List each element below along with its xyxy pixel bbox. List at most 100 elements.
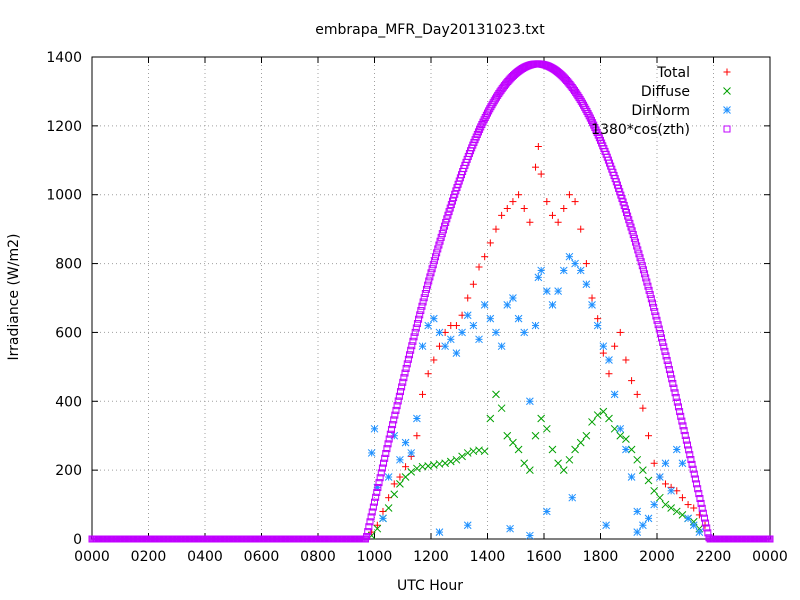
data-point <box>605 370 613 378</box>
data-point <box>537 266 546 275</box>
data-point <box>441 459 449 468</box>
data-point <box>497 404 506 413</box>
curve-point <box>407 346 415 354</box>
data-point <box>678 459 687 468</box>
data-point <box>571 259 579 268</box>
curve-point <box>371 498 378 506</box>
data-point <box>582 260 590 268</box>
data-point <box>396 455 404 464</box>
curve-point <box>653 316 661 324</box>
curve-point <box>412 324 420 332</box>
curve-point <box>702 519 710 527</box>
data-point <box>554 459 562 468</box>
data-point <box>413 414 421 423</box>
curve-point <box>425 277 433 285</box>
curve-point <box>415 315 423 323</box>
data-point <box>610 390 619 399</box>
data-point <box>373 521 381 529</box>
data-point <box>667 504 675 512</box>
data-point <box>463 311 472 320</box>
x-tick-label: 2200 <box>696 549 732 565</box>
curve-point <box>647 295 655 303</box>
curve-point <box>680 427 688 435</box>
data-point <box>548 211 556 219</box>
data-point <box>373 524 382 533</box>
curve-point <box>674 403 682 411</box>
data-point <box>565 191 573 199</box>
curve-point <box>438 230 446 238</box>
x-tick-label: 0200 <box>131 549 167 565</box>
data-point <box>514 445 523 454</box>
curve-point <box>401 369 409 377</box>
curve-point <box>419 298 427 306</box>
curve-point <box>381 454 389 462</box>
data-point <box>599 342 608 351</box>
data-point <box>622 356 630 364</box>
curve-point <box>386 430 394 438</box>
data-point <box>506 524 514 533</box>
curve-point <box>585 112 593 120</box>
data-point <box>593 321 602 330</box>
data-point <box>633 390 641 398</box>
data-point <box>684 501 692 509</box>
curve-point <box>698 504 706 512</box>
curve-point <box>622 209 630 217</box>
curve-point <box>446 204 454 212</box>
data-point <box>610 424 619 433</box>
y-tick-label: 0 <box>73 532 82 548</box>
curve-point <box>682 436 690 444</box>
curve-point <box>422 285 430 293</box>
curve-point <box>639 266 647 274</box>
curve-point <box>627 223 635 231</box>
data-point <box>560 204 568 212</box>
curve-point <box>662 352 670 360</box>
data-point <box>452 322 460 330</box>
curve-point <box>687 456 695 464</box>
curve-point <box>694 485 702 493</box>
data-point <box>622 435 630 444</box>
data-point <box>576 438 585 447</box>
curve-point <box>476 125 484 133</box>
curve-point <box>378 464 386 472</box>
data-point <box>639 521 647 530</box>
curve-point <box>396 388 404 396</box>
data-point <box>407 449 416 457</box>
curve-point <box>411 328 419 336</box>
data-point <box>568 493 577 502</box>
data-point <box>514 314 523 323</box>
curve-point <box>655 325 663 333</box>
data-point <box>627 473 636 481</box>
curve-point <box>442 218 450 226</box>
curve-point <box>421 290 429 298</box>
data-point <box>531 321 540 330</box>
data-point <box>441 342 449 351</box>
data-marks <box>88 60 774 543</box>
data-point <box>486 414 495 423</box>
curve-point <box>393 402 401 410</box>
curve-point <box>408 342 416 350</box>
data-point <box>602 521 611 530</box>
x-axis-label: UTC Hour <box>397 578 463 594</box>
data-point <box>402 463 410 471</box>
curve-point <box>437 233 445 241</box>
curve-point <box>700 514 708 522</box>
data-point <box>655 493 664 502</box>
data-point <box>633 528 642 536</box>
curve-point <box>376 474 384 482</box>
data-point <box>520 459 529 468</box>
curve-point <box>389 421 397 429</box>
curve-point <box>660 343 668 351</box>
curve-point <box>416 311 424 319</box>
curve-point <box>645 286 653 294</box>
curve-point <box>678 417 686 425</box>
curve-point <box>367 513 375 521</box>
data-point <box>576 266 585 275</box>
legend-marker <box>723 125 731 133</box>
curve-point <box>665 366 673 374</box>
curve-point <box>441 222 449 230</box>
data-point <box>480 447 489 456</box>
data-point <box>616 424 625 433</box>
curve-point <box>445 208 453 216</box>
curve-point <box>676 408 684 416</box>
curve-point <box>390 416 398 424</box>
